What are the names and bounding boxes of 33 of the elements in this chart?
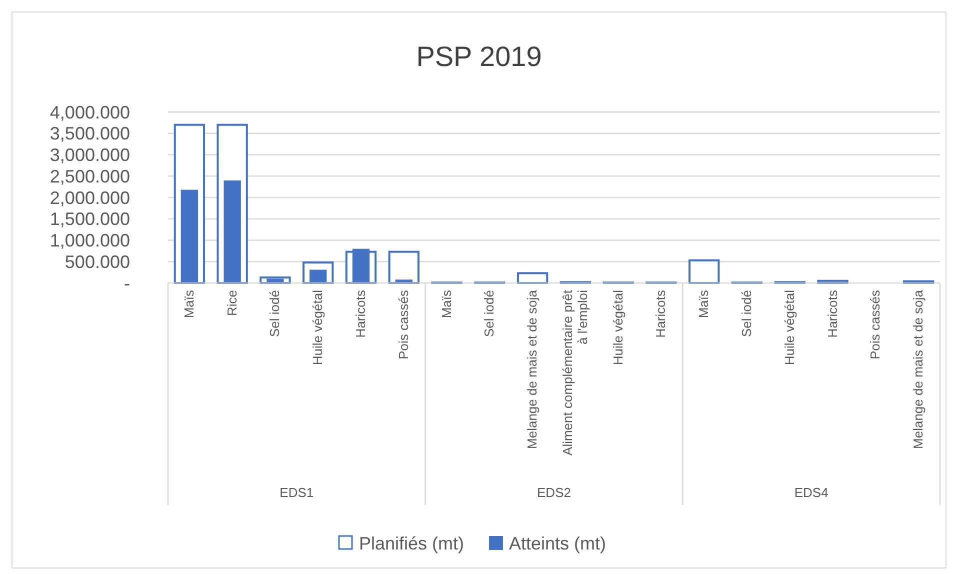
y-tick-label: - [124,273,130,294]
y-tick-label: 2,500.000 [50,166,130,186]
x-tick-label: Huile végétal [310,290,326,366]
text: EDS1 [280,485,314,500]
x-tick-label: Haricots [824,290,840,338]
x-tick-label: Aliment complémentaire prêt à l'emploi [560,290,590,456]
x-tick-label: Pois cassés [396,290,411,360]
x-tick-label: Pois cassés [868,290,883,360]
y-tick-label: 2,000.000 [50,188,130,208]
y-tick-label: 3,500.000 [50,124,130,144]
y-tick-label: 500.000 [64,252,130,272]
y-tick-label: 1,500.000 [50,209,130,230]
y-tick-label: 1,000.000 [50,230,130,251]
x-tick-label: Huile végétal [782,290,797,366]
x-tick-label: Sel iodé [739,290,754,337]
text: EDS2 [537,485,571,500]
x-tick-label: Maïs [181,290,196,318]
x-tick-label: Sel iodé [482,290,497,337]
legend-label: Planifiés (mt) [359,533,464,554]
y-tick-label: 4,000.000 [50,102,130,122]
x-tick-label: Melange de mais et de soja [910,289,926,449]
text: EDS4 [794,485,828,500]
x-tick-label: Huile végétal [610,290,626,366]
x-tick-label: Haricots [653,290,668,338]
legend-label: Atteints (mt) [509,533,606,554]
x-tick-label: Maïs [438,290,454,318]
chart-title: PSP 2019 [416,41,542,72]
x-tick-label: Rice [224,290,240,316]
x-tick-label: Haricots [353,290,368,338]
x-tick-label: Maïs [696,290,712,318]
x-tick-label: Melange de mais et de soja [524,289,540,449]
y-tick-label: 3,000.000 [50,145,130,166]
x-tick-label: Sel iodé [267,290,282,337]
